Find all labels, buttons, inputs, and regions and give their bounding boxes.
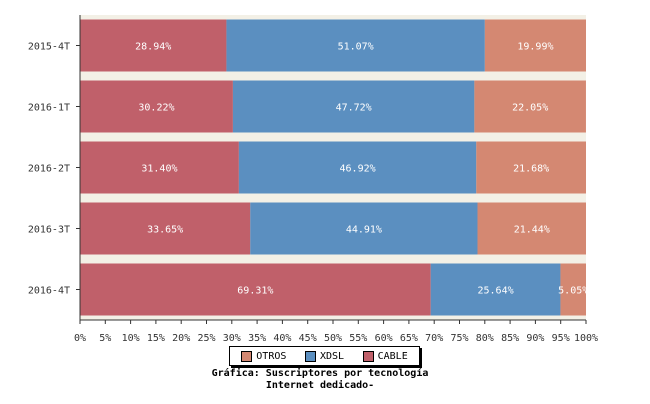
data-label-xdsl-3: 44.91% [346, 225, 382, 236]
x-tick-label-0: 0% [74, 333, 86, 344]
data-label-xdsl-2: 46.92% [340, 164, 376, 175]
bar-otros-0 [484, 19, 586, 72]
bar-xdsl-3 [250, 202, 478, 255]
x-tick-label-8: 40% [273, 333, 291, 344]
x-tick-label-5: 25% [197, 333, 215, 344]
x-tick-label-15: 75% [450, 333, 468, 344]
y-tick-label-4: 2016-4T [28, 286, 70, 297]
bar-xdsl-0 [226, 19, 485, 72]
x-tick-label-17: 85% [501, 333, 519, 344]
bar-otros-2 [476, 141, 586, 194]
data-label-xdsl-4: 25.64% [478, 286, 514, 297]
data-label-xdsl-0: 51.07% [338, 42, 374, 53]
legend-label-otros: OTROS [256, 350, 287, 362]
data-label-cable-1: 30.22% [138, 103, 174, 114]
legend-item-otros: OTROS [241, 350, 287, 362]
data-label-xdsl-1: 47.72% [336, 103, 372, 114]
bar-cable-4 [80, 263, 431, 316]
bar-cable-2 [80, 141, 239, 194]
x-tick-label-6: 30% [223, 333, 241, 344]
chart-legend: OTROS XDSL CABLE [229, 346, 420, 366]
legend-swatch-xdsl [304, 350, 316, 362]
bar-xdsl-1 [232, 80, 475, 133]
bar-otros-1 [474, 80, 586, 133]
y-tick-label-0: 2015-4T [28, 42, 70, 53]
bar-xdsl-2 [238, 141, 477, 194]
x-tick-label-9: 45% [299, 333, 317, 344]
y-tick-label-2: 2016-2T [28, 164, 70, 175]
bar-xdsl-4 [430, 263, 561, 316]
x-tick-label-11: 55% [349, 333, 367, 344]
y-tick-label-3: 2016-3T [28, 225, 70, 236]
data-label-cable-2: 31.40% [141, 164, 177, 175]
data-label-cable-4: 69.31% [237, 286, 273, 297]
x-tick-label-16: 80% [476, 333, 494, 344]
bar-otros-3 [477, 202, 586, 255]
legend-item-cable: CABLE [362, 350, 408, 362]
bar-cable-1 [80, 80, 233, 133]
x-tick-label-19: 95% [552, 333, 570, 344]
x-tick-label-4: 20% [172, 333, 190, 344]
x-tick-label-20: 100% [574, 333, 598, 344]
chart-title: Gráfica: Suscriptores por tecnología Int… [150, 368, 490, 392]
x-tick-label-14: 70% [425, 333, 443, 344]
data-label-otros-1: 22.05% [512, 103, 548, 114]
data-label-otros-2: 21.68% [513, 164, 549, 175]
x-tick-label-7: 35% [248, 333, 266, 344]
x-tick-label-18: 90% [526, 333, 544, 344]
legend-swatch-cable [362, 350, 374, 362]
legend-item-xdsl: XDSL [304, 350, 345, 362]
x-tick-label-10: 50% [324, 333, 342, 344]
legend-label-cable: CABLE [377, 350, 408, 362]
x-tick-label-2: 10% [122, 333, 140, 344]
x-tick-label-13: 65% [400, 333, 418, 344]
bar-cable-3 [80, 202, 251, 255]
chart-title-line-1: Gráfica: Suscriptores por tecnología [211, 368, 429, 379]
data-label-otros-4: 5.05% [558, 286, 588, 297]
chart-title-line-2: Internet dedicado- [265, 380, 375, 391]
data-label-otros-0: 19.99% [517, 42, 553, 53]
data-label-otros-3: 21.44% [514, 225, 550, 236]
bar-otros-4 [560, 263, 586, 316]
x-tick-label-3: 15% [147, 333, 165, 344]
bar-cable-0 [80, 19, 227, 72]
data-label-cable-0: 28.94% [135, 42, 171, 53]
legend-label-xdsl: XDSL [319, 350, 345, 362]
x-tick-label-1: 5% [99, 333, 111, 344]
data-label-cable-3: 33.65% [147, 225, 183, 236]
x-tick-label-12: 60% [375, 333, 393, 344]
legend-swatch-otros [241, 350, 253, 362]
y-tick-label-1: 2016-1T [28, 103, 70, 114]
